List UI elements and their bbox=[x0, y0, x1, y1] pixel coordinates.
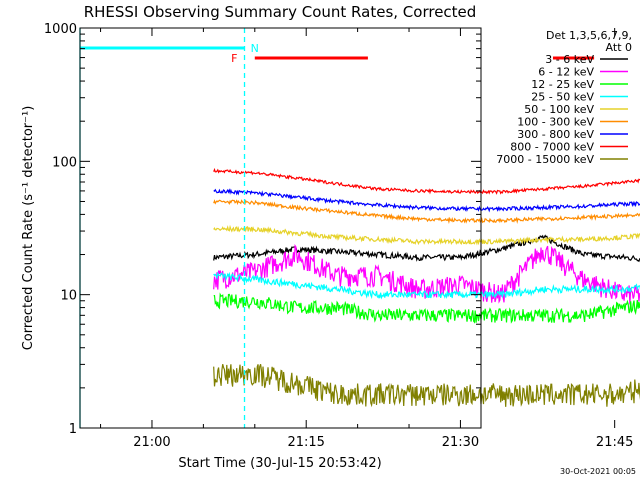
legend-label: 100 - 300 keV bbox=[517, 116, 594, 129]
legend-header-detectors: Det 1,3,5,6,7,9, bbox=[546, 29, 632, 42]
series-line bbox=[213, 199, 640, 225]
legend-label: 3 - 6 keV bbox=[545, 53, 594, 66]
series-line bbox=[213, 224, 640, 246]
legend-label: 6 - 12 keV bbox=[538, 66, 594, 79]
legend-label: 12 - 25 keV bbox=[531, 78, 594, 91]
legend-label: 25 - 50 keV bbox=[531, 91, 594, 104]
plot-frame bbox=[79, 27, 482, 429]
legend-label: 50 - 100 keV bbox=[524, 103, 594, 116]
series-line bbox=[213, 271, 640, 300]
flag-label: F bbox=[231, 52, 237, 65]
flag-label: N bbox=[251, 42, 259, 55]
x-tick-label: 21:00 bbox=[133, 435, 170, 450]
series-line bbox=[213, 188, 640, 213]
series-line bbox=[213, 363, 640, 408]
series-line bbox=[213, 234, 640, 263]
legend-header-attenuator: Att 0 bbox=[606, 41, 632, 54]
y-tick-label: 1 bbox=[69, 422, 77, 437]
x-tick-label: 21:45 bbox=[596, 435, 633, 450]
series-line bbox=[213, 292, 640, 324]
x-axis-label: Start Time (30-Jul-15 20:53:42) bbox=[178, 456, 381, 471]
plot-area bbox=[213, 167, 640, 408]
chart-title: RHESSI Observing Summary Count Rates, Co… bbox=[84, 3, 477, 21]
state-flags: NSF bbox=[80, 42, 595, 65]
y-tick-label: 100 bbox=[52, 155, 77, 170]
y-axis: 1 10 100 1000 bbox=[44, 22, 481, 437]
y-axis-label: Corrected Count Rate (s⁻¹ detector⁻¹) bbox=[21, 106, 36, 351]
legend-label: 300 - 800 keV bbox=[517, 128, 594, 141]
y-tick-label: 1000 bbox=[44, 22, 77, 37]
x-tick-label: 21:15 bbox=[287, 435, 324, 450]
legend-label: 7000 - 15000 keV bbox=[496, 153, 594, 166]
x-tick-label: 21:30 bbox=[442, 435, 479, 450]
y-tick-label: 10 bbox=[60, 289, 77, 304]
generation-timestamp: 30-Oct-2021 00:05 bbox=[560, 467, 636, 476]
series-line bbox=[213, 167, 640, 195]
legend-label: 800 - 7000 keV bbox=[510, 141, 594, 154]
